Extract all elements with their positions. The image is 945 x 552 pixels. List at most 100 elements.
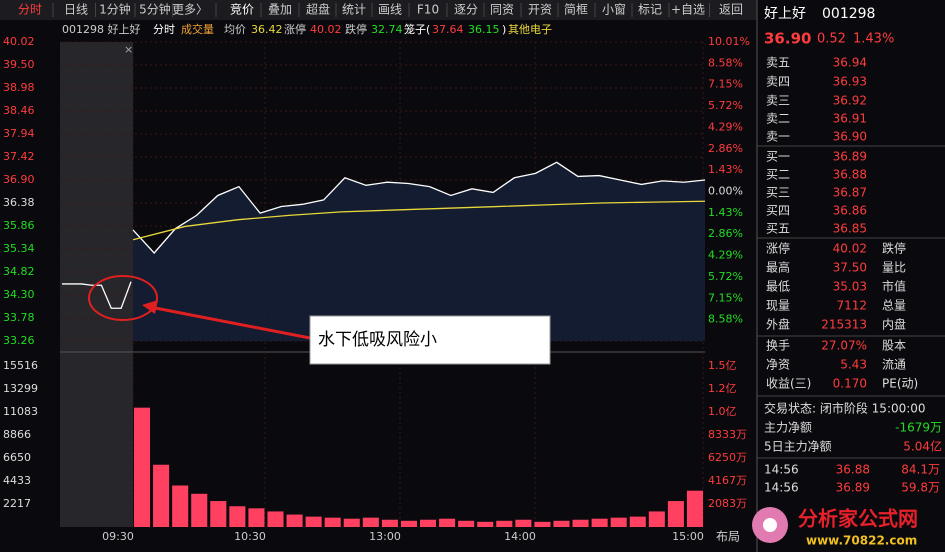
volume-bar	[191, 493, 208, 527]
volume-bar	[667, 501, 684, 527]
y-tick-label: 34.30	[3, 288, 35, 301]
y2-tick-label: 8.58%	[708, 56, 743, 69]
volume-tick-label: 8866	[3, 428, 31, 441]
sell-value: 36.92	[833, 94, 867, 108]
stat-label: 跌停	[882, 241, 906, 256]
close-icon[interactable]: ×	[124, 43, 133, 56]
toolbar-tab[interactable]: 1分钟	[99, 2, 131, 17]
volume-tick-label: 4433	[3, 474, 31, 487]
stat-label: 内盘	[882, 317, 906, 332]
sell-value: 36.90	[833, 130, 867, 144]
layout-button[interactable]: 布局	[716, 530, 740, 544]
toolbar-tab[interactable]: 分时	[18, 3, 42, 17]
toolbar-tab[interactable]: 返回	[719, 3, 743, 17]
x-tick-label: 15:00	[672, 530, 704, 543]
stock-name: 好上好	[764, 6, 806, 22]
volume-bar	[324, 517, 341, 527]
arrow	[149, 305, 311, 340]
amount-label: 8333万	[708, 428, 747, 441]
chart-header-item: 跌停	[345, 22, 367, 36]
annotation-box	[309, 315, 551, 365]
buy-value: 36.86	[833, 204, 867, 218]
volume-bar	[134, 407, 151, 527]
buy-value: 36.85	[833, 222, 867, 236]
chart-header-item: 分时	[153, 23, 175, 36]
y2-tick-label: 5.72%	[708, 270, 743, 283]
toolbar-tab[interactable]: 开资	[528, 3, 552, 17]
y-tick-label: 37.42	[3, 150, 35, 163]
logo-url: www.70822.com	[806, 534, 917, 548]
toolbar-tab[interactable]: 同资	[490, 3, 514, 17]
volume-bar	[210, 501, 227, 527]
flow-value: -1679万	[895, 421, 942, 435]
toolbar-tab[interactable]: F10	[417, 3, 439, 17]
sell-label: 卖三	[766, 94, 790, 108]
volume-bar	[496, 520, 513, 527]
flow-label: 5日主力净额	[764, 440, 832, 454]
stat2-label: 流通	[882, 358, 906, 372]
toolbar-tab[interactable]: 日线	[64, 3, 88, 17]
y2-tick-label: 8.58%	[708, 313, 743, 326]
y2-tick-label: 10.01%	[708, 35, 750, 48]
toolbar-tab[interactable]: 竞价	[230, 3, 254, 17]
tick-time: 14:56	[764, 481, 799, 495]
stat-label: 外盘	[766, 317, 790, 332]
volume-bar	[534, 521, 551, 527]
highlight-ellipse	[88, 275, 158, 321]
flow-value: 5.04亿	[903, 439, 942, 454]
y-tick-label: 39.50	[3, 58, 35, 71]
stat-value: 40.02	[833, 242, 867, 256]
volume-bar	[610, 517, 627, 527]
stock-code: 001298	[822, 6, 875, 22]
toolbar-tab[interactable]: 超盘	[306, 2, 330, 17]
buy-value: 36.87	[833, 186, 867, 200]
sell-label: 卖五	[766, 56, 790, 70]
tick-price: 36.88	[836, 463, 870, 477]
y2-tick-label: 2.86%	[708, 227, 743, 240]
stat2-label: PE(动)	[882, 377, 918, 391]
toolbar-tab[interactable]: 5分钟	[139, 2, 171, 17]
price-line	[132, 161, 706, 254]
buy-value: 36.88	[833, 168, 867, 182]
toolbar-tab[interactable]: 标记	[638, 3, 662, 17]
chart-header-item: 涨停	[284, 22, 306, 36]
logo-icon-center	[763, 518, 777, 532]
stat2-value: 5.43	[840, 358, 867, 372]
toolbar-tab[interactable]: 统计	[342, 3, 366, 17]
y2-tick-label: 7.15%	[708, 291, 743, 304]
y2-tick-label: 2.86%	[708, 142, 743, 155]
stat-label: 最高	[766, 260, 790, 275]
volume-bar	[286, 514, 303, 527]
amount-label: 1.2亿	[708, 382, 737, 395]
volume-bar	[572, 519, 589, 527]
y2-tick-label: 4.29%	[708, 249, 743, 262]
arrow-head	[142, 300, 158, 314]
volume-bar	[420, 519, 437, 527]
buy-label: 买一	[766, 150, 790, 164]
volume-bar	[648, 511, 665, 527]
x-tick-label: 14:00	[504, 530, 536, 543]
toolbar-tab[interactable]: +自选	[671, 3, 705, 17]
y2-tick-label: 5.72%	[708, 99, 743, 112]
toolbar-tab[interactable]: 小窗	[602, 3, 626, 17]
y2-tick-label: 1.43%	[708, 163, 743, 176]
volume-bar	[153, 464, 170, 527]
buy-label: 买二	[766, 168, 790, 182]
change-pct: 1.43%	[853, 32, 894, 47]
amount-label: 4167万	[708, 474, 747, 487]
toolbar-tab[interactable]: 逐分	[454, 3, 478, 17]
stat-label: 总量	[882, 299, 906, 313]
stat2-label: 股本	[882, 339, 906, 353]
flow-label: 主力净额	[764, 421, 812, 435]
sell-value: 36.94	[833, 56, 867, 70]
toolbar-tab[interactable]: 更多〉	[172, 3, 208, 17]
chart-header-item: 32.74	[371, 23, 403, 36]
price-line	[132, 200, 706, 241]
chart-header-item: 其他电子	[508, 23, 552, 36]
volume-bar	[267, 511, 284, 527]
amount-label: 1.5亿	[708, 359, 737, 372]
toolbar-tab[interactable]: 画线	[378, 3, 402, 17]
toolbar-tab[interactable]: 叠加	[268, 3, 292, 17]
volume-tick-label: 2217	[3, 497, 31, 510]
toolbar-tab[interactable]: 简框	[564, 3, 588, 17]
